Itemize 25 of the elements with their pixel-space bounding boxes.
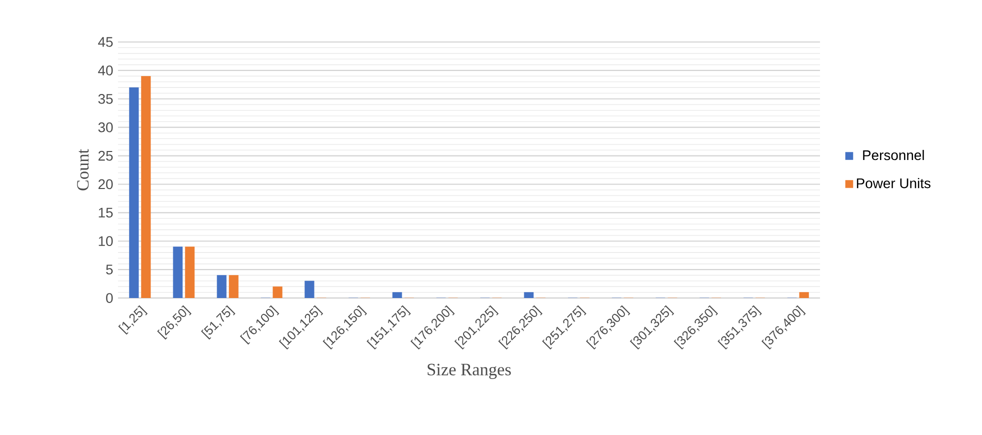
y-tick-label: 25 [98, 150, 113, 161]
bar [216, 275, 226, 298]
y-tick-label: 40 [98, 66, 113, 76]
x-axis-title: Size Ranges [428, 364, 511, 379]
bar [141, 76, 151, 298]
y-axis-title: Count [77, 149, 89, 190]
bar [129, 87, 139, 298]
legend-label: Power Units [856, 178, 930, 188]
bar [272, 286, 282, 298]
bar [173, 246, 183, 298]
bar [185, 246, 195, 298]
y-tick-label: 20 [98, 179, 113, 190]
legend-label: Personnel [863, 150, 924, 160]
y-tick-label: 5 [106, 264, 113, 274]
bar [524, 292, 534, 298]
bar [392, 292, 402, 298]
y-tick-label: 30 [98, 122, 113, 132]
y-tick-label: 35 [98, 94, 113, 104]
y-tick-label: 45 [98, 37, 113, 47]
bar [304, 280, 314, 298]
bar [228, 275, 238, 298]
bar [799, 292, 809, 298]
y-tick-label: 10 [98, 236, 113, 246]
y-tick-label: 0 [106, 293, 113, 303]
y-tick-label: 15 [98, 208, 113, 218]
